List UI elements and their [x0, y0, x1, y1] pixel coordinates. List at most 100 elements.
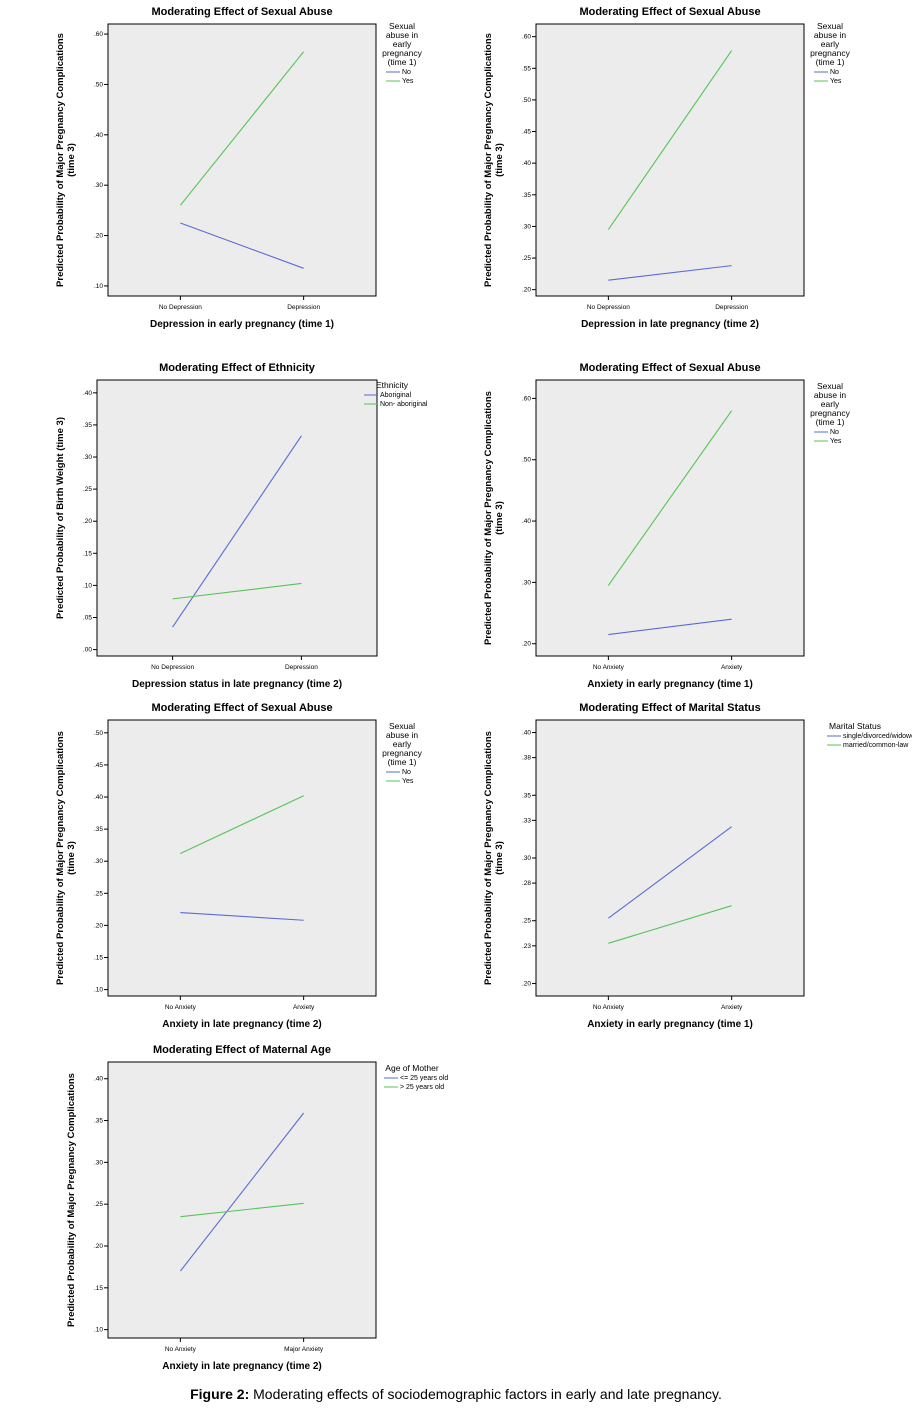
y-tick-label: .10 — [94, 283, 103, 290]
chart-title: Moderating Effect of Sexual Abuse — [151, 6, 332, 18]
y-tick-label: .35 — [94, 1118, 103, 1125]
legend-title: (time 1) — [388, 57, 417, 67]
y-tick-label: .28 — [522, 880, 531, 887]
chart-title: Moderating Effect of Marital Status — [579, 702, 761, 714]
chart-title: Moderating Effect of Sexual Abuse — [579, 362, 760, 374]
y-tick-label: .20 — [522, 287, 531, 294]
y-axis-label: Predicted Probability of Birth Weight (t… — [55, 417, 66, 619]
y-tick-label: .40 — [94, 1076, 103, 1083]
y-tick-label: .35 — [83, 422, 92, 429]
series-line-yes — [179, 51, 305, 206]
plot-area — [535, 719, 805, 997]
x-axis-label: Depression in late pregnancy (time 2) — [581, 319, 759, 330]
series-line-non-aboriginal — [172, 582, 302, 600]
chart-panel-2: Moderating Effect of Sexual Abuse .20 .25.… — [483, 6, 851, 330]
legend-title: early — [821, 39, 840, 49]
x-tick-label: No Anxiety — [593, 1004, 625, 1011]
legend-title: Sexual — [817, 21, 843, 31]
y-tick-label: .55 — [522, 65, 531, 72]
chart-title: Moderating Effect of Sexual Abuse — [151, 702, 332, 714]
x-tick-label: No Anxiety — [165, 1346, 197, 1353]
y-tick-label: .30 — [522, 579, 531, 586]
chart-title: Moderating Effect of Ethnicity — [159, 362, 316, 374]
legend-title: (time 1) — [388, 757, 417, 767]
y-tick-label: .60 — [94, 31, 103, 38]
y-tick-label: .40 — [522, 730, 531, 737]
y-tick-label: .25 — [522, 918, 531, 925]
series-line-married-common-law — [608, 905, 732, 944]
x-tick-label: No Depression — [159, 304, 202, 311]
series-line-no — [608, 618, 732, 636]
x-axis-label: Anxiety in late pregnancy (time 2) — [162, 1361, 322, 1372]
x-tick-label: Depression — [287, 304, 320, 311]
x-axis-label: Anxiety in early pregnancy (time 1) — [587, 679, 753, 690]
legend-title: early — [393, 39, 412, 49]
y-tick-label: .20 — [522, 641, 531, 648]
x-tick-label: Anxiety — [721, 664, 743, 671]
x-axis-label: Anxiety in late pregnancy (time 2) — [162, 1019, 322, 1030]
y-tick-label: .40 — [522, 160, 531, 167]
y-axis-label: Predicted Probability of Major Pregnancy… — [55, 731, 66, 985]
x-tick-label: Anxiety — [721, 1004, 743, 1011]
legend-item: Yes — [402, 78, 414, 85]
legend-title: Sexual — [817, 381, 843, 391]
y-tick-label: .25 — [94, 1201, 103, 1208]
y-tick-label: .15 — [94, 954, 103, 961]
plot-area — [107, 1061, 377, 1339]
series-line-single-divorced-widowed — [608, 826, 732, 919]
x-tick-label: Depression — [715, 304, 748, 311]
series-line-no — [180, 222, 304, 269]
legend-item: Yes — [402, 778, 414, 785]
y-axis-label: (time 3) — [494, 143, 505, 177]
series-line-yes — [180, 795, 304, 855]
legend-item: Aboriginal — [380, 392, 412, 399]
y-tick-label: .50 — [94, 81, 103, 88]
legend-item: No — [830, 69, 839, 76]
y-tick-label: .60 — [522, 34, 531, 41]
plot-area — [96, 379, 378, 657]
series-line-no — [180, 912, 304, 921]
legend-item: married/common-law — [843, 742, 909, 749]
series-line--25-years-old — [179, 1112, 305, 1272]
plot-area — [535, 379, 805, 657]
legend-title: Age of Mother — [385, 1063, 439, 1073]
legend-title: early — [393, 739, 412, 749]
y-tick-label: .40 — [94, 132, 103, 139]
legend-title: Sexual — [389, 21, 415, 31]
caption-text: Moderating effects of sociodemographic f… — [253, 1386, 722, 1402]
y-tick-label: .30 — [83, 454, 92, 461]
chart-panel-5: Moderating Effect of Sexual Abuse .10 .15.… — [55, 702, 423, 1030]
y-tick-label: .30 — [94, 1159, 103, 1166]
legend-title: pregnancy — [810, 48, 850, 58]
caption-label: Figure 2: — [190, 1386, 250, 1402]
y-tick-label: .10 — [94, 1327, 103, 1334]
x-tick-label: No Depression — [151, 664, 194, 671]
legend-title: Marital Status — [829, 721, 881, 731]
y-tick-label: .50 — [94, 730, 103, 737]
plot-area — [107, 23, 377, 297]
series-line--25-years-old — [180, 1202, 304, 1218]
legend-item: No — [402, 69, 411, 76]
y-tick-label: .35 — [94, 826, 103, 833]
x-tick-label: No Anxiety — [165, 1004, 197, 1011]
y-tick-label: .45 — [522, 129, 531, 136]
y-tick-label: .35 — [522, 792, 531, 799]
series-line-yes — [607, 50, 733, 230]
legend-title: (time 1) — [816, 57, 845, 67]
legend-item: Yes — [830, 438, 842, 445]
y-tick-label: .30 — [522, 223, 531, 230]
y-tick-label: .20 — [94, 233, 103, 240]
y-axis-label: (time 3) — [66, 143, 77, 177]
series-line-aboriginal — [172, 435, 302, 628]
chart-panel-3: Moderating Effect of Ethnicity .00 .05 .10.… — [55, 362, 428, 690]
legend-title: abuse in — [814, 30, 846, 40]
legend-item: No — [402, 769, 411, 776]
y-tick-label: .05 — [83, 614, 92, 621]
figure-caption: Figure 2: Moderating effects of sociodem… — [0, 1386, 912, 1402]
legend-title: pregnancy — [810, 408, 850, 418]
chart-title: Moderating Effect of Sexual Abuse — [579, 6, 760, 18]
legend-title: Ethnicity — [376, 380, 409, 390]
chart-panel-1: Moderating Effect of Sexual Abuse .10 .20.… — [55, 6, 423, 330]
x-tick-label: Anxiety — [293, 1004, 315, 1011]
y-tick-label: .20 — [83, 518, 92, 525]
